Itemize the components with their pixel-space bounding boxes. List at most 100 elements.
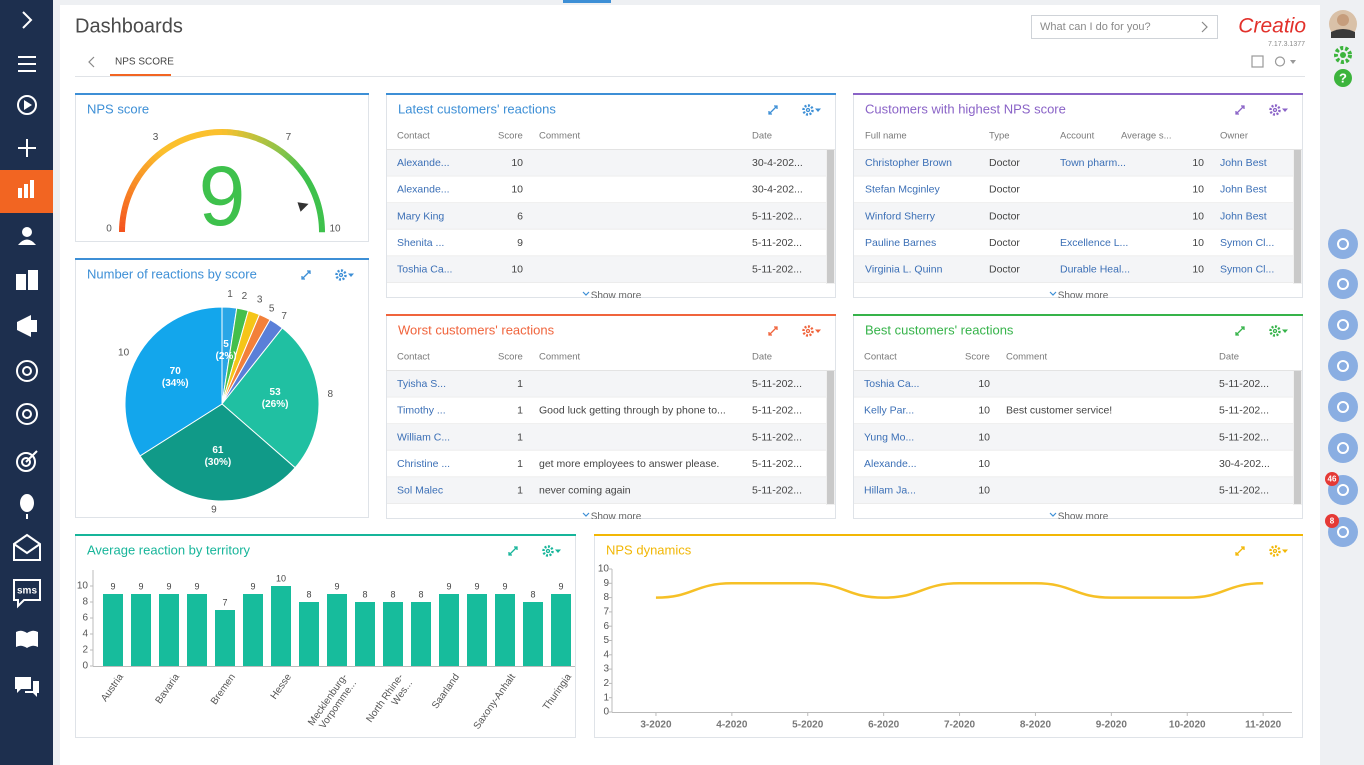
expand-icon	[1235, 326, 1245, 336]
widget-tools[interactable]	[1235, 545, 1288, 557]
bar	[159, 594, 179, 666]
gear-icon	[802, 104, 814, 116]
y-tick-label: 10	[77, 581, 89, 592]
gauge-arc	[308, 185, 317, 193]
table-cell: Excellence L...	[1060, 237, 1128, 249]
x-tick-label: 4-2020	[716, 720, 748, 731]
contacts-icon[interactable]	[18, 227, 36, 245]
widget-frame	[75, 534, 576, 738]
bar	[243, 594, 263, 666]
line-series	[655, 582, 1264, 599]
bar-value-label: 9	[334, 581, 339, 591]
gear-hub	[805, 328, 811, 334]
accounts-icon[interactable]	[16, 270, 38, 290]
table-row	[854, 371, 1293, 398]
gauge-arc	[157, 148, 166, 157]
gauge-arc	[314, 200, 322, 208]
widget-tools[interactable]	[1235, 104, 1288, 116]
tab-tools[interactable]	[1251, 55, 1296, 68]
side-action-glyph	[1337, 442, 1349, 454]
knowledge-icon[interactable]	[16, 630, 38, 648]
back-arrow[interactable]	[88, 56, 95, 68]
column-header: Score	[965, 352, 990, 363]
table-cell: 30-4-202...	[752, 184, 803, 196]
scroll-thumb	[1294, 150, 1301, 283]
side-action-glyph	[1337, 526, 1349, 538]
side-action-glyph	[1337, 319, 1349, 331]
email-icon-2[interactable]	[16, 403, 38, 425]
expand-icon[interactable]	[22, 11, 33, 29]
gauge-arc	[312, 195, 321, 203]
show-more[interactable]: Show more	[591, 512, 642, 523]
expand-icon	[768, 105, 778, 115]
widget-tools[interactable]	[1235, 325, 1288, 337]
search-arrow[interactable]	[1201, 21, 1208, 33]
widget-tools[interactable]	[768, 104, 821, 116]
show-more[interactable]: Show more	[1058, 512, 1109, 523]
side-action[interactable]	[1328, 392, 1358, 422]
table-row	[387, 450, 826, 478]
widget-tools[interactable]	[768, 325, 821, 337]
bar-value-label: 7	[222, 597, 227, 607]
process-icon[interactable]	[17, 95, 37, 115]
gauge-arc	[195, 131, 203, 139]
widget-tools[interactable]	[508, 545, 561, 557]
table-cell: 5-11-202...	[1219, 405, 1269, 417]
settings-icon[interactable]	[1334, 46, 1352, 64]
side-action[interactable]	[1328, 229, 1358, 259]
column-header: Full name	[865, 131, 907, 142]
mail-icon[interactable]	[13, 533, 41, 561]
gauge-arc	[310, 190, 319, 198]
y-tick-label: 5	[603, 635, 609, 646]
widget-top-border	[75, 534, 576, 536]
gauge-arc	[130, 180, 139, 188]
side-action[interactable]	[1328, 351, 1358, 381]
table-cell: 5-11-202...	[1219, 431, 1269, 443]
gear-caret	[1282, 329, 1288, 333]
email-icon[interactable]	[16, 360, 38, 382]
chat-icon[interactable]	[15, 677, 39, 697]
gauge-arc	[175, 137, 183, 146]
table-cell: 5-11-202...	[752, 378, 802, 390]
bar-value-label: 8	[418, 589, 423, 599]
balloon-icon[interactable]	[20, 494, 34, 512]
column-header: Date	[1219, 352, 1239, 363]
widget-tools[interactable]	[301, 269, 354, 281]
search-box[interactable]	[1031, 15, 1218, 39]
side-action[interactable]	[1328, 269, 1358, 299]
sms-icon[interactable]	[13, 579, 41, 609]
dashboard-icon[interactable]	[18, 180, 34, 198]
gear-icon	[1269, 325, 1281, 337]
gear-hub	[1272, 328, 1278, 334]
table-cell: Sol Malec	[397, 484, 443, 496]
target-icon[interactable]	[16, 450, 38, 472]
bar	[439, 594, 459, 666]
marketing-icon[interactable]	[17, 315, 37, 337]
column-header: Comment	[539, 352, 581, 363]
x-tick-label: 7-2020	[944, 720, 976, 731]
y-tick-label: 8	[603, 592, 609, 603]
bar	[551, 594, 571, 666]
table-cell: Yung Mo...	[864, 431, 914, 443]
side-action-circle	[1328, 351, 1358, 381]
table-row	[387, 203, 826, 230]
add-icon[interactable]	[18, 139, 36, 157]
show-more[interactable]: Show more	[591, 291, 642, 302]
badge	[1325, 472, 1339, 486]
x-tick-label: 9-2020	[1096, 720, 1128, 731]
table-row	[854, 424, 1293, 451]
table-cell: John Best	[1220, 184, 1267, 196]
side-action[interactable]	[1328, 310, 1358, 340]
tab-label[interactable]: NPS SCORE	[115, 57, 174, 68]
gauge-pointer	[297, 202, 309, 212]
table-cell: Timothy ...	[397, 405, 446, 417]
side-action[interactable]	[1328, 433, 1358, 463]
help-icon[interactable]	[1334, 69, 1352, 87]
expand-icon	[768, 326, 778, 336]
menu-icon[interactable]	[18, 56, 36, 72]
side-action-circle	[1328, 229, 1358, 259]
column-header: Score	[498, 131, 523, 142]
gauge-value: 9	[199, 149, 246, 243]
show-more[interactable]: Show more	[1058, 291, 1109, 302]
pie-category-label: 3	[257, 295, 263, 306]
